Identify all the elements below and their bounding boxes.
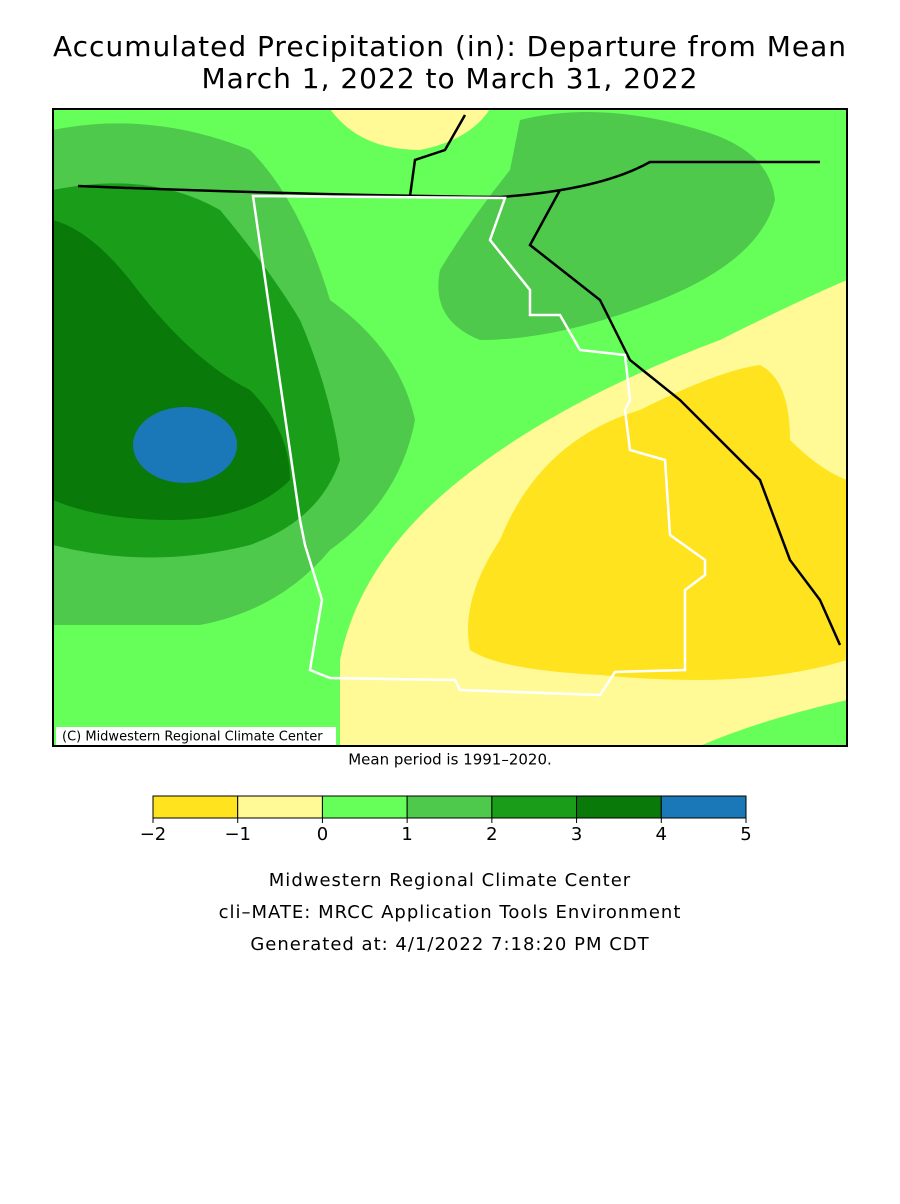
state-outline (251, 194, 707, 697)
copyright-box (56, 727, 336, 745)
legend-swatch (321, 795, 408, 819)
note: Mean period is 1991–2020. (348, 751, 552, 769)
tick-label: −1 (224, 824, 251, 845)
credit: Generated at: 4/1/2022 7:18:20 PM CDT (250, 934, 649, 955)
legend: −2 −1 0 1 2 3 4 5 (140, 795, 752, 845)
legend-swatch (152, 795, 239, 819)
subtitle: March 1, 2022 to March 31, 2022 (202, 62, 699, 95)
map-frame (52, 108, 848, 747)
tick-label: 5 (740, 824, 751, 845)
tick-label: 0 (317, 824, 328, 845)
region (468, 365, 847, 680)
map: (C) Midwestern Regional Climate Center (53, 109, 847, 746)
legend-swatch (660, 795, 747, 819)
title: Accumulated Precipitation (in): Departur… (53, 30, 847, 63)
legend-swatch (406, 795, 493, 819)
tick-label: −2 (140, 824, 167, 845)
credit: Midwestern Regional Climate Center (269, 870, 631, 891)
region (438, 112, 775, 340)
legend-swatch (491, 795, 578, 819)
tick-label: 2 (486, 824, 497, 845)
tick-label: 4 (656, 824, 667, 845)
region (133, 407, 237, 483)
legend-swatch (237, 795, 323, 819)
legend-swatch (576, 795, 662, 819)
border (408, 114, 467, 197)
copyright: (C) Midwestern Regional Climate Center (62, 730, 323, 745)
border (528, 189, 842, 646)
tick-label: 3 (571, 824, 582, 845)
tick-label: 1 (401, 824, 412, 845)
credit: cli–MATE: MRCC Application Tools Environ… (219, 902, 682, 923)
